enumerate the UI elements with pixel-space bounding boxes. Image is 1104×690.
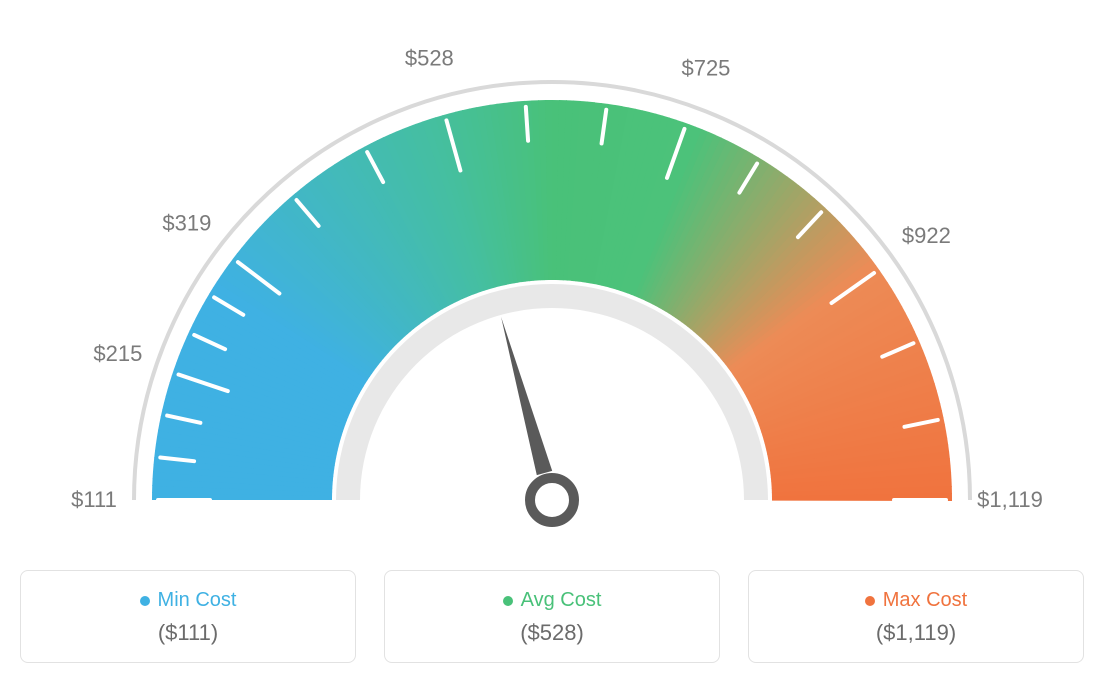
tick-label: $319 xyxy=(162,210,211,235)
needle-base-inner xyxy=(542,490,562,510)
gauge-canvas: $111 $215 $319 $528 $725 $922 $1,119 xyxy=(20,20,1084,560)
legend-dot-icon xyxy=(503,596,513,606)
cost-gauge-chart: $111 $215 $319 $528 $725 $922 $1,119 Min Cost (… xyxy=(20,20,1084,663)
tick-label: $1,119 xyxy=(977,487,1043,512)
tick-label: $111 xyxy=(71,487,117,512)
legend-value: ($1,119) xyxy=(759,620,1073,646)
tick-label: $922 xyxy=(902,223,951,248)
tick-label: $528 xyxy=(405,46,454,71)
legend-label: Avg Cost xyxy=(395,589,709,612)
legend-card: Max Cost ($1,119) xyxy=(748,570,1084,663)
legend-card: Min Cost ($111) xyxy=(20,570,356,663)
legend-row: Min Cost ($111) Avg Cost ($528) Max Cost ($1,… xyxy=(20,570,1084,663)
legend-label-text: Min Cost xyxy=(158,589,237,612)
legend-value: ($111) xyxy=(31,620,345,646)
legend-dot-icon xyxy=(140,596,150,606)
legend-card: Avg Cost ($528) xyxy=(384,570,720,663)
legend-label-text: Max Cost xyxy=(883,589,967,612)
legend-dot-icon xyxy=(865,596,875,606)
gauge-needle xyxy=(501,317,552,475)
minor-tick xyxy=(526,107,528,141)
tick-label: $725 xyxy=(681,56,730,81)
legend-label: Max Cost xyxy=(759,589,1073,612)
legend-value: ($528) xyxy=(395,620,709,646)
legend-label-text: Avg Cost xyxy=(521,589,602,612)
tick-label: $215 xyxy=(93,341,142,366)
legend-label: Min Cost xyxy=(31,589,345,612)
